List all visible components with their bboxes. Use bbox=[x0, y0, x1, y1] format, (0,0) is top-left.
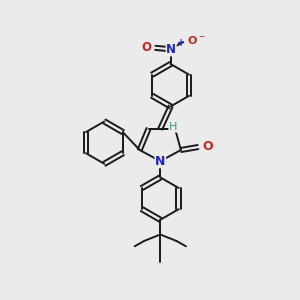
Text: O: O bbox=[202, 140, 213, 153]
Text: N: N bbox=[155, 155, 166, 168]
Text: H: H bbox=[169, 122, 177, 132]
Text: O$^-$: O$^-$ bbox=[187, 34, 205, 46]
Text: O: O bbox=[141, 41, 151, 54]
Text: +: + bbox=[177, 38, 185, 48]
Text: N: N bbox=[166, 43, 176, 56]
